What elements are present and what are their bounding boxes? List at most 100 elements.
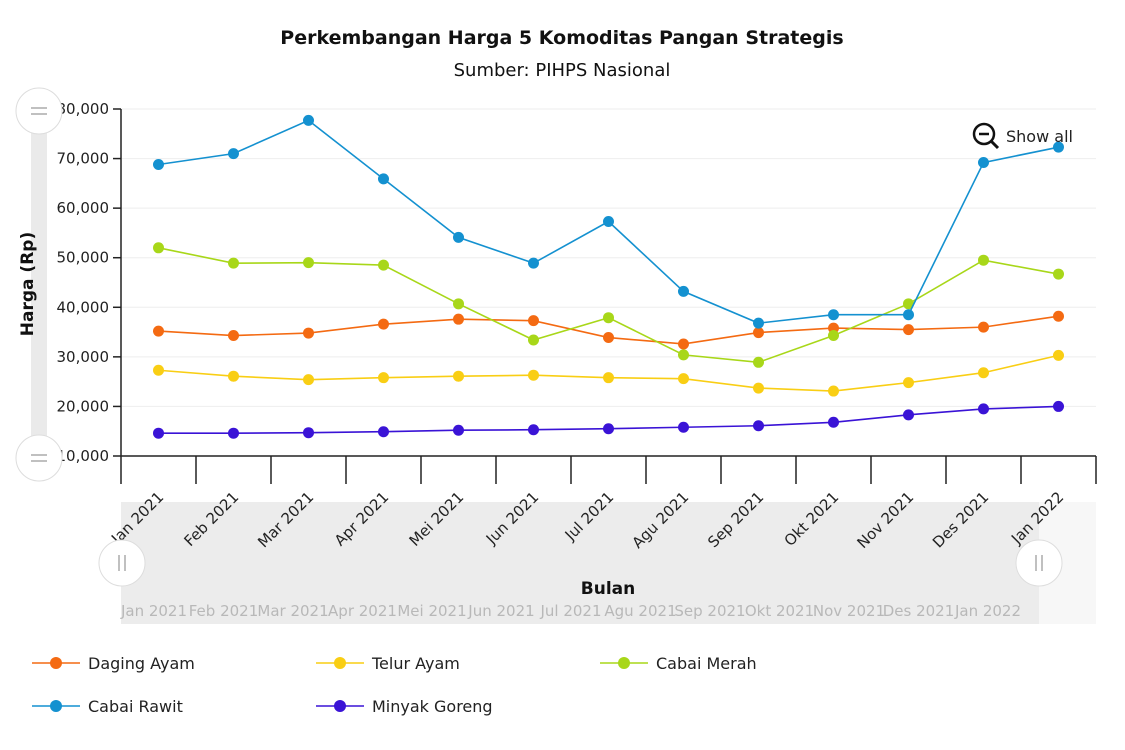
data-point[interactable] bbox=[903, 298, 914, 310]
data-point[interactable] bbox=[378, 259, 389, 271]
data-point[interactable] bbox=[303, 114, 314, 126]
data-point[interactable] bbox=[603, 216, 614, 228]
y-tick-label: 30,000 bbox=[57, 348, 110, 366]
y-tick-label: 60,000 bbox=[57, 199, 110, 217]
data-point[interactable] bbox=[978, 254, 989, 266]
data-point[interactable] bbox=[678, 373, 689, 385]
legend-item-telur-ayam[interactable]: Telur Ayam bbox=[316, 654, 460, 673]
data-point[interactable] bbox=[303, 327, 314, 339]
data-point[interactable] bbox=[228, 148, 239, 160]
data-point[interactable] bbox=[1053, 310, 1064, 322]
data-point[interactable] bbox=[753, 356, 764, 368]
y-tick-label: 80,000 bbox=[57, 100, 110, 118]
series-group bbox=[153, 114, 1064, 439]
data-point[interactable] bbox=[828, 330, 839, 342]
show-all-button[interactable]: Show all bbox=[972, 122, 1073, 150]
data-point[interactable] bbox=[453, 231, 464, 243]
data-point[interactable] bbox=[228, 257, 239, 269]
range-handles bbox=[15, 87, 1063, 587]
data-point[interactable] bbox=[228, 427, 239, 439]
data-point[interactable] bbox=[828, 385, 839, 397]
data-point[interactable] bbox=[453, 298, 464, 310]
data-point[interactable] bbox=[378, 426, 389, 438]
y-tick-label: 20,000 bbox=[57, 397, 110, 415]
data-point[interactable] bbox=[978, 367, 989, 379]
data-point[interactable] bbox=[903, 377, 914, 389]
legend-item-minyak-goreng[interactable]: Minyak Goreng bbox=[316, 697, 493, 716]
navigator-tick-label: Apr 2021 bbox=[328, 602, 397, 620]
legend-item-daging-ayam[interactable]: Daging Ayam bbox=[32, 654, 195, 673]
data-point[interactable] bbox=[528, 315, 539, 327]
series-telur-ayam bbox=[153, 349, 1064, 397]
data-point[interactable] bbox=[303, 374, 314, 386]
data-point[interactable] bbox=[753, 420, 764, 432]
legend-label: Cabai Rawit bbox=[88, 697, 183, 716]
y-range-handle-top[interactable] bbox=[15, 87, 63, 135]
data-point[interactable] bbox=[528, 257, 539, 269]
data-point[interactable] bbox=[678, 421, 689, 433]
x-range-handle-right[interactable] bbox=[1015, 539, 1063, 587]
legend-item-cabai-rawit[interactable]: Cabai Rawit bbox=[32, 697, 183, 716]
y-axis-title: Harga (Rp) bbox=[18, 232, 38, 336]
zoom-out-icon bbox=[972, 122, 1000, 150]
y-axis: 10,000 20,000 30,000 40,000 50,000 60,000 70,0… bbox=[57, 100, 122, 465]
data-point[interactable] bbox=[1053, 141, 1064, 153]
data-point[interactable] bbox=[153, 427, 164, 439]
data-point[interactable] bbox=[978, 321, 989, 333]
data-point[interactable] bbox=[453, 370, 464, 382]
y-scrollbar-track[interactable] bbox=[31, 114, 47, 458]
data-point[interactable] bbox=[603, 423, 614, 435]
data-point[interactable] bbox=[228, 330, 239, 342]
data-point[interactable] bbox=[678, 338, 689, 350]
navigator-tick-label: Okt 2021 bbox=[745, 602, 814, 620]
series-cabai-merah bbox=[153, 242, 1064, 368]
data-point[interactable] bbox=[753, 317, 764, 329]
data-point[interactable] bbox=[1053, 349, 1064, 361]
data-point[interactable] bbox=[603, 332, 614, 344]
data-point[interactable] bbox=[903, 309, 914, 321]
data-point[interactable] bbox=[303, 427, 314, 439]
y-tick-label: 70,000 bbox=[57, 150, 110, 168]
data-point[interactable] bbox=[753, 327, 764, 339]
data-point[interactable] bbox=[678, 285, 689, 297]
data-point[interactable] bbox=[228, 370, 239, 382]
x-range-handle-left[interactable] bbox=[98, 539, 146, 587]
navigator-tick-label: Nov 2021 bbox=[813, 602, 885, 620]
data-point[interactable] bbox=[753, 382, 764, 394]
data-point[interactable] bbox=[828, 416, 839, 428]
data-point[interactable] bbox=[903, 324, 914, 336]
series-cabai-rawit bbox=[153, 114, 1064, 329]
data-point[interactable] bbox=[153, 242, 164, 254]
navigator-tick-label: Mar 2021 bbox=[257, 602, 328, 620]
data-point[interactable] bbox=[378, 318, 389, 330]
data-point[interactable] bbox=[153, 364, 164, 376]
data-point[interactable] bbox=[453, 313, 464, 325]
data-point[interactable] bbox=[153, 325, 164, 337]
data-point[interactable] bbox=[678, 349, 689, 361]
y-range-handle-bottom[interactable] bbox=[15, 434, 63, 482]
series-line bbox=[158, 247, 1059, 364]
data-point[interactable] bbox=[828, 309, 839, 321]
chart-title: Perkembangan Harga 5 Komoditas Pangan St… bbox=[280, 27, 843, 49]
handle-circle bbox=[15, 87, 63, 135]
data-point[interactable] bbox=[303, 257, 314, 269]
data-point[interactable] bbox=[1053, 400, 1064, 412]
navigator-tick-label: Jan 2022 bbox=[954, 602, 1021, 620]
data-point[interactable] bbox=[603, 372, 614, 384]
data-point[interactable] bbox=[903, 409, 914, 421]
legend-marker bbox=[334, 700, 346, 712]
data-point[interactable] bbox=[978, 157, 989, 169]
data-point[interactable] bbox=[1053, 268, 1064, 280]
data-point[interactable] bbox=[528, 334, 539, 346]
data-point[interactable] bbox=[453, 424, 464, 436]
data-point[interactable] bbox=[153, 159, 164, 171]
data-point[interactable] bbox=[528, 369, 539, 381]
legend: Daging Ayam Telur Ayam Cabai Merah Cabai Ra… bbox=[32, 654, 757, 716]
data-point[interactable] bbox=[528, 424, 539, 436]
data-point[interactable] bbox=[603, 312, 614, 324]
data-point[interactable] bbox=[378, 372, 389, 384]
legend-item-cabai-merah[interactable]: Cabai Merah bbox=[600, 654, 757, 673]
data-point[interactable] bbox=[378, 173, 389, 185]
data-point[interactable] bbox=[978, 403, 989, 415]
